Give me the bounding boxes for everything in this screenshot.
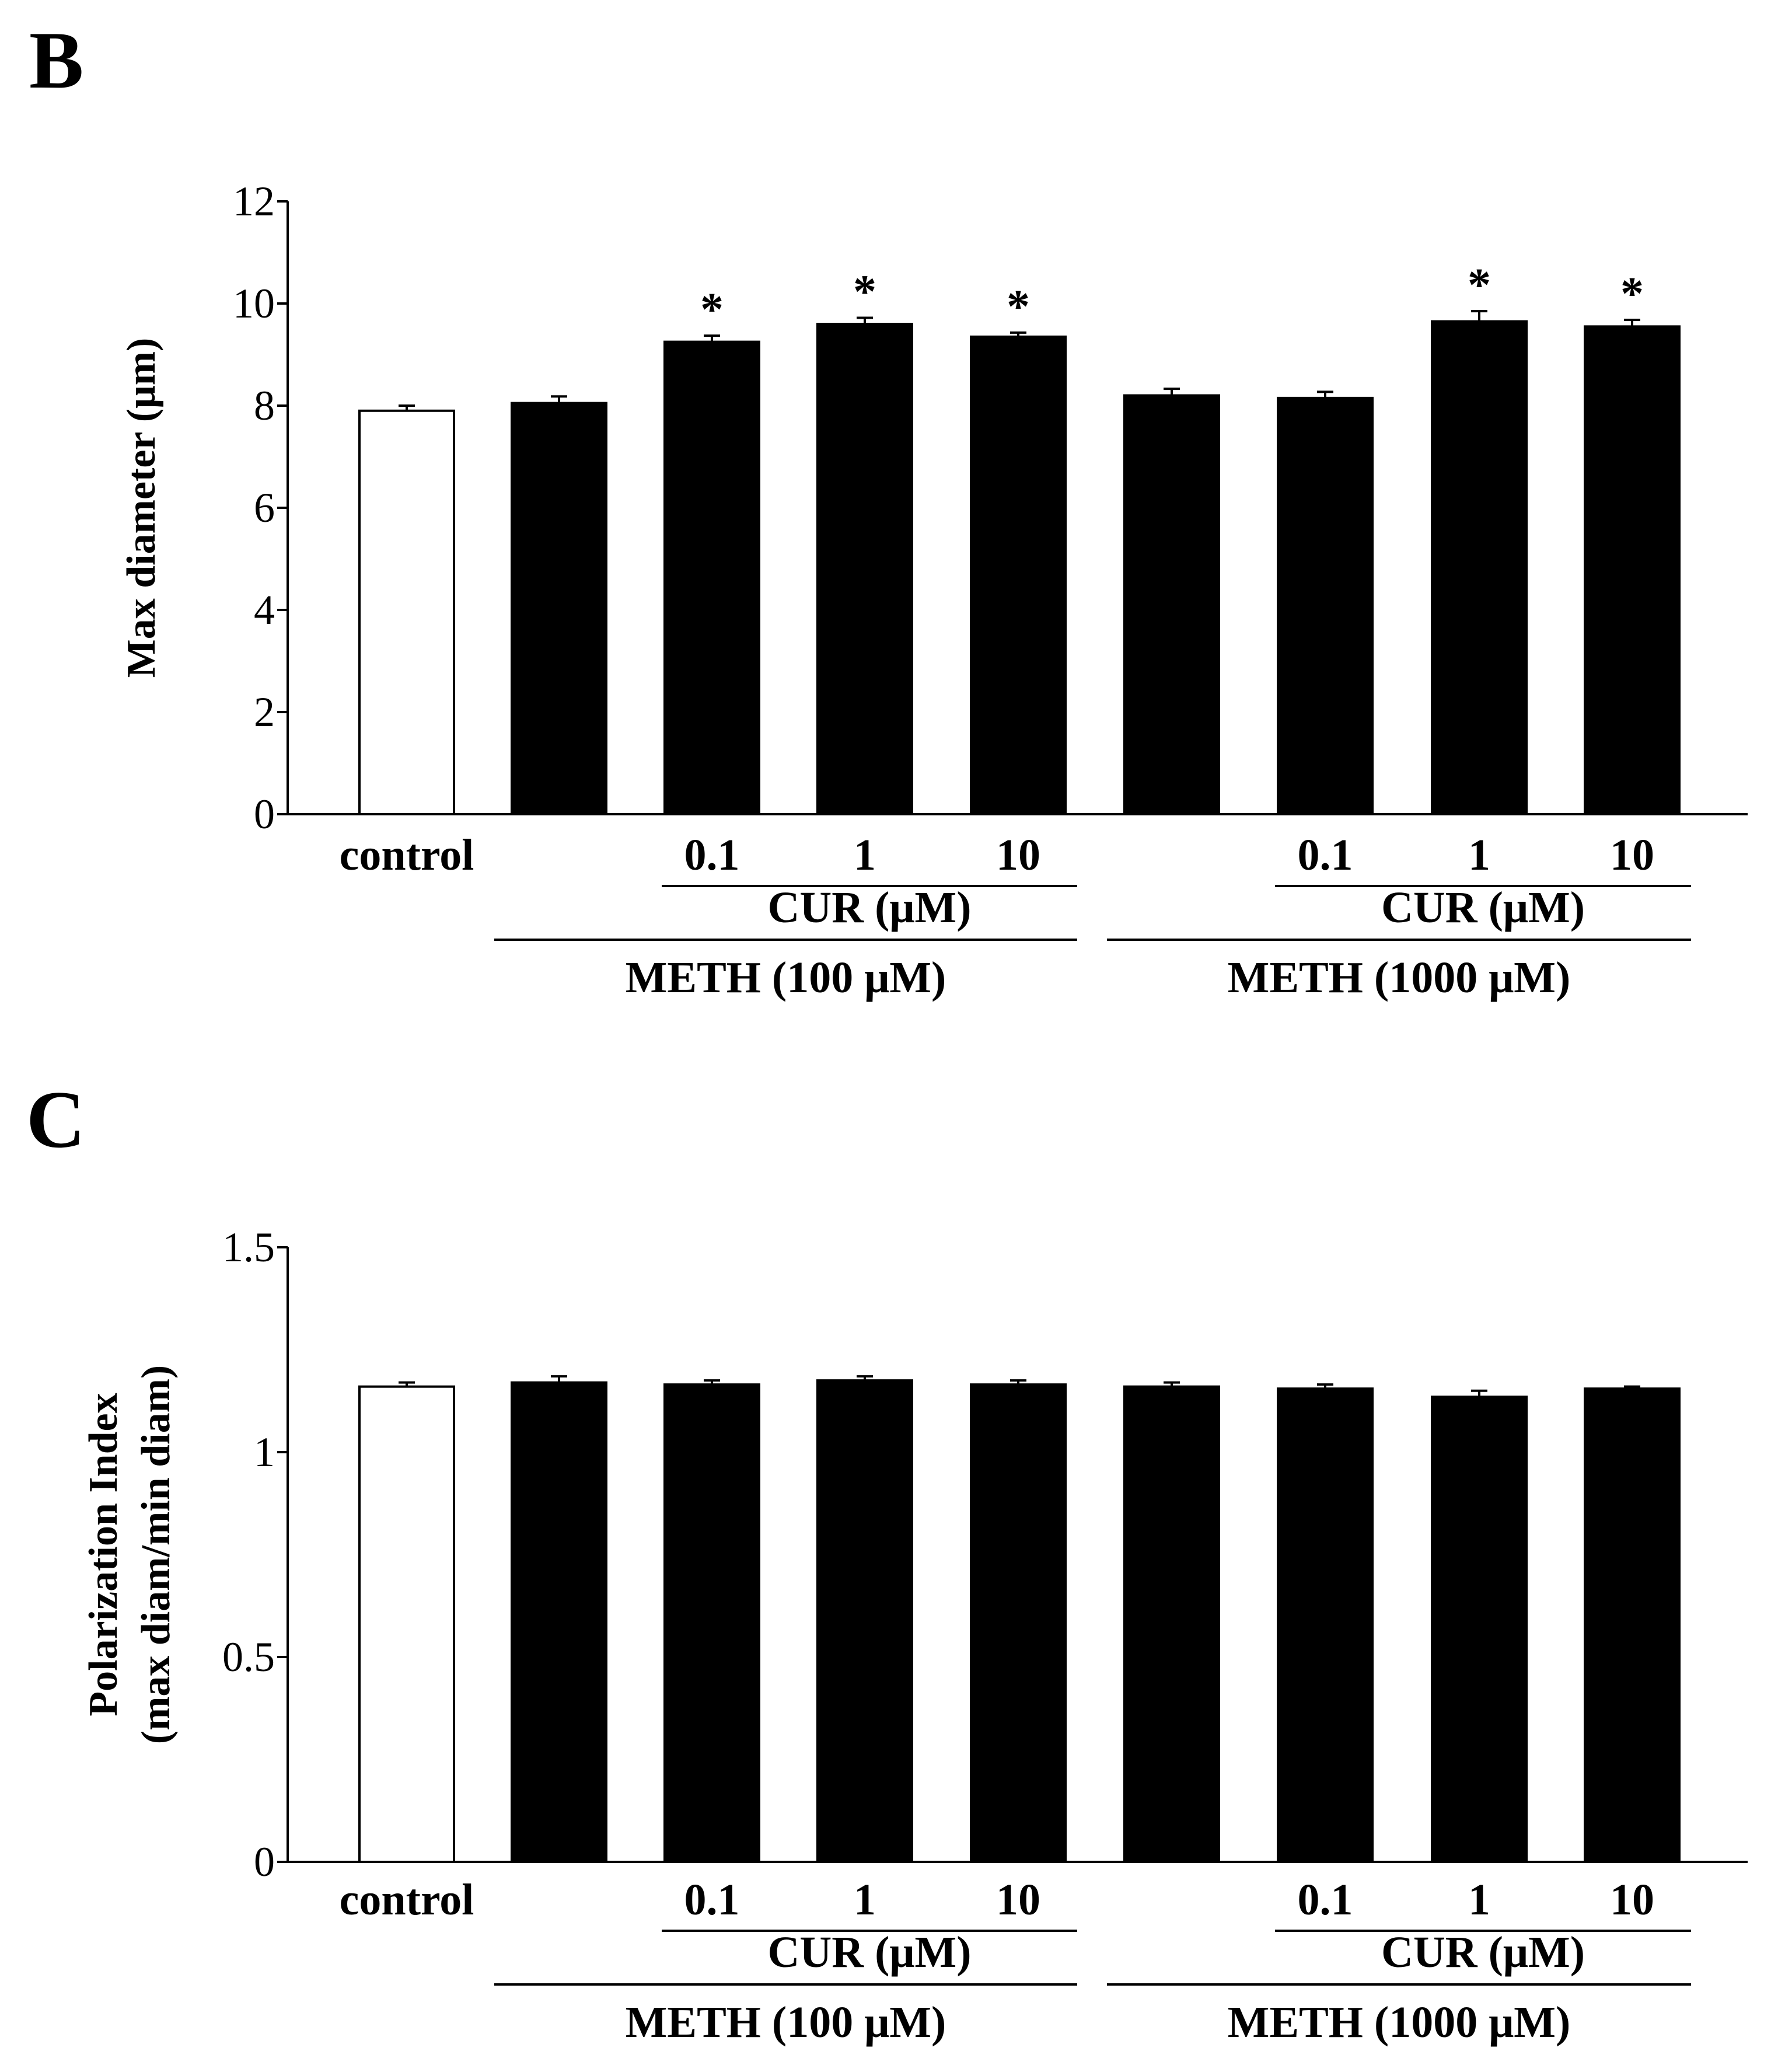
group-label: METH (1000 μM) (1228, 1998, 1571, 2047)
bar (1123, 394, 1220, 815)
significance-marker: * (1468, 260, 1491, 311)
y-axis-label: Max diameter (μm) (119, 338, 164, 678)
group-label: METH (100 μM) (626, 1998, 946, 2047)
category-label: 1 (854, 1875, 876, 1924)
group-label: METH (1000 μM) (1228, 953, 1571, 1002)
bar (1123, 1385, 1220, 1863)
y-tick-label: 12 (233, 178, 275, 225)
bar (663, 1383, 760, 1863)
group-label: CUR (μM) (1381, 883, 1585, 932)
category-label: 10 (996, 831, 1040, 880)
significance-marker: * (700, 284, 724, 336)
bar (1431, 320, 1528, 815)
bar (663, 340, 760, 815)
y-axis-label: Polarization Index (81, 1393, 126, 1716)
y-tick-label: 4 (254, 587, 275, 633)
category-label: 1 (1468, 831, 1490, 880)
y-tick-label: 8 (254, 382, 275, 429)
significance-marker: * (1007, 281, 1030, 333)
panel-letter-b: B (29, 15, 83, 106)
bar (511, 1381, 607, 1863)
category-label: 0.1 (684, 831, 740, 880)
bar (1431, 1396, 1528, 1863)
y-tick-label: 1.5 (222, 1224, 275, 1271)
category-label: control (340, 1875, 474, 1924)
significance-marker: * (853, 267, 876, 318)
group-label: METH (100 μM) (626, 953, 946, 1002)
y-tick-label: 10 (233, 280, 275, 327)
significance-marker: * (1620, 268, 1644, 320)
chart-polarization-index: 0 0.5 1 1.5 Polarization Index (max diam/min … (81, 1224, 1748, 2047)
category-label: 0.1 (1298, 1875, 1353, 1924)
category-label: 0.1 (684, 1875, 740, 1924)
panel-letter-c: C (26, 1075, 85, 1165)
chart-max-diameter: 0 2 4 6 8 10 12 Max diameter (μm) * * * * * control 0.… (119, 178, 1748, 1002)
y-tick-label: 1 (254, 1429, 275, 1475)
bar (816, 1379, 913, 1863)
y-axis-label-secondary: (max diam/min diam) (134, 1365, 179, 1744)
category-label: 1 (854, 831, 876, 880)
y-tick-label: 6 (254, 484, 275, 531)
bar (358, 409, 455, 815)
category-label: 10 (996, 1875, 1040, 1924)
group-label: CUR (μM) (767, 1928, 971, 1977)
y-tick-label: 0.5 (222, 1634, 275, 1680)
bar (816, 323, 913, 815)
category-label: 10 (1610, 831, 1654, 880)
y-tick-label: 0 (254, 1839, 275, 1885)
bar (970, 1383, 1067, 1863)
bar (1584, 1387, 1681, 1863)
category-label: 0.1 (1298, 831, 1353, 880)
y-tick-label: 0 (254, 791, 275, 838)
bar (1277, 1387, 1374, 1863)
category-label: 10 (1610, 1875, 1654, 1924)
y-tick-label: 2 (254, 689, 275, 735)
bar (511, 402, 607, 815)
bar (358, 1385, 455, 1863)
bar (970, 335, 1067, 815)
group-label: CUR (μM) (1381, 1928, 1585, 1977)
category-label: 1 (1468, 1875, 1490, 1924)
group-label: CUR (μM) (767, 883, 971, 932)
category-label: control (340, 831, 474, 880)
bar (1584, 325, 1681, 815)
bar (1277, 396, 1374, 815)
